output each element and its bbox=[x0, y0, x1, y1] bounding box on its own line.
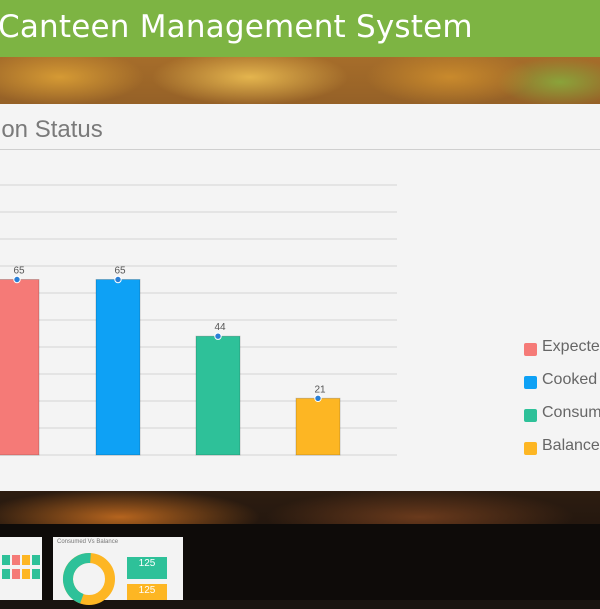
legend-swatch-balance bbox=[524, 442, 537, 455]
legend-label-consumed: Consum bbox=[542, 404, 600, 421]
thumb-cell bbox=[22, 569, 30, 579]
bar-point-balance bbox=[314, 394, 322, 403]
chart-data-labels: 65 65 44 21 bbox=[13, 266, 326, 403]
legend-label-balance: Balance bbox=[542, 437, 600, 454]
bar-expected[interactable] bbox=[0, 279, 40, 456]
bar-point-consumed bbox=[214, 332, 222, 340]
thumb-cell bbox=[2, 555, 10, 565]
thumb-cell bbox=[2, 569, 10, 579]
panel-divider bbox=[0, 149, 600, 150]
legend-swatch-consumed bbox=[524, 409, 537, 422]
bar-point-cooked bbox=[114, 275, 122, 284]
thumbnail-tile-balance: 125 bbox=[127, 584, 167, 600]
bar-point-expected bbox=[13, 275, 21, 284]
donut-icon bbox=[63, 553, 115, 605]
thumb-cell bbox=[22, 555, 30, 565]
panel-title: ion Status bbox=[0, 116, 103, 143]
data-label-cooked: 65 bbox=[114, 266, 126, 277]
legend-label-cooked: Cooked bbox=[542, 371, 598, 388]
thumb-cell bbox=[12, 555, 20, 565]
thumb-cell bbox=[32, 555, 40, 565]
legend-swatch-cooked bbox=[524, 376, 537, 389]
legend-swatch-expected bbox=[524, 343, 537, 356]
app-header: Canteen Management System bbox=[0, 0, 600, 57]
production-status-chart: 65 65 44 21 bbox=[0, 184, 397, 456]
thumbnail-consumed-vs-balance[interactable]: Consumed Vs Balance 125 125 bbox=[53, 537, 183, 605]
app-title: Canteen Management System bbox=[0, 9, 473, 45]
thumbnail-title: Consumed Vs Balance bbox=[57, 539, 119, 545]
data-label-expected: 65 bbox=[13, 266, 25, 277]
thumbnail-tile-consumed: 125 bbox=[127, 557, 167, 579]
legend-label-expected: Expecte bbox=[542, 338, 600, 355]
data-label-consumed: 44 bbox=[214, 322, 226, 333]
thumb-cell bbox=[32, 569, 40, 579]
thumbnail-chart-1[interactable] bbox=[0, 537, 42, 600]
bar-balance[interactable] bbox=[295, 397, 341, 456]
data-label-balance: 21 bbox=[314, 384, 326, 395]
bar-consumed[interactable] bbox=[195, 335, 241, 456]
chart-bars bbox=[0, 279, 341, 456]
bar-cooked[interactable] bbox=[95, 279, 141, 456]
thumb-cell bbox=[12, 569, 20, 579]
